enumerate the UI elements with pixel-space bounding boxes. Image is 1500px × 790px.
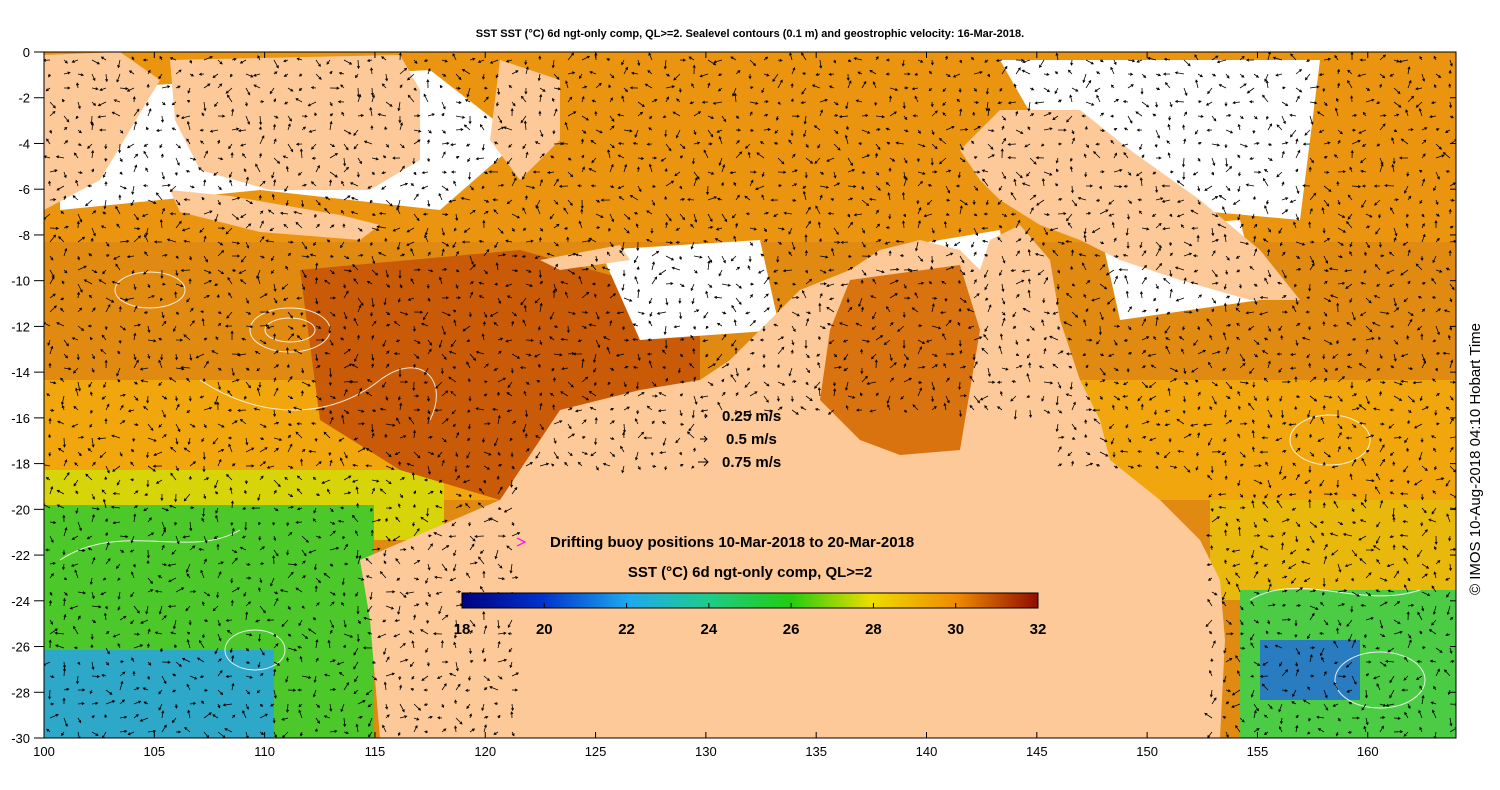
colorbar-tick-label: 22 bbox=[618, 621, 635, 638]
colorbar-tick-label: 20 bbox=[536, 621, 553, 638]
y-tick-label: -14 bbox=[11, 365, 30, 380]
velocity-arrow-large bbox=[698, 457, 709, 467]
x-tick-label: 140 bbox=[916, 744, 938, 759]
velocity-legend-label: 0.75 m/s bbox=[722, 454, 781, 471]
velocity-arrow-small bbox=[704, 413, 708, 419]
x-tick-label: 145 bbox=[1026, 744, 1048, 759]
velocity-arrow-medium bbox=[700, 435, 708, 443]
map-field bbox=[44, 52, 1456, 738]
map-title: SST SST (°C) 6d ngt-only comp, QL>=2. Se… bbox=[475, 28, 1025, 40]
x-tick-label: 120 bbox=[474, 744, 496, 759]
velocity-legend-item: 0.25 m/s bbox=[704, 408, 781, 425]
velocity-arrows bbox=[44, 52, 1456, 738]
colorbar-tick-label: 28 bbox=[865, 621, 882, 638]
plot-frame bbox=[43, 51, 1457, 739]
y-tick-label: -30 bbox=[11, 731, 30, 746]
x-tick-label: 155 bbox=[1247, 744, 1269, 759]
colorbar-tick-label: 18 bbox=[454, 621, 471, 638]
x-tick-label: 130 bbox=[695, 744, 717, 759]
credit-text: © IMOS 10-Aug-2018 04:10 Hobart Time bbox=[1467, 322, 1484, 595]
y-axis: 0 -2 -4 -6 -8 -10 -12 -14 -16 -18 -20 -22 -24 -26 -28 -… bbox=[11, 45, 1456, 746]
y-tick-label: -2 bbox=[18, 91, 30, 106]
x-tick-label: 100 bbox=[33, 744, 55, 759]
y-tick-label: -4 bbox=[18, 136, 30, 151]
colorbar-scale bbox=[461, 592, 1039, 609]
x-axis: 100 105 110 115 120 125 130 135 140 145 150 155 160 bbox=[33, 52, 1379, 759]
buoy-legend-label: Drifting buoy positions 10-Mar-2018 to 2… bbox=[550, 534, 914, 551]
x-tick-label: 125 bbox=[585, 744, 607, 759]
colorbar-title: SST (°C) 6d ngt-only comp, QL>=2 bbox=[628, 564, 872, 581]
y-tick-label: 0 bbox=[23, 45, 30, 60]
buoy-legend: Drifting buoy positions 10-Mar-2018 to 2… bbox=[516, 534, 914, 551]
sealevel-contours bbox=[59, 271, 1426, 709]
y-tick-label: -26 bbox=[11, 640, 30, 655]
y-tick-label: -28 bbox=[11, 685, 30, 700]
y-tick-label: -16 bbox=[11, 411, 30, 426]
colorbar-tick-label: 32 bbox=[1030, 621, 1047, 638]
velocity-legend-label: 0.25 m/s bbox=[722, 408, 781, 425]
x-tick-label: 150 bbox=[1136, 744, 1158, 759]
y-tick-label: -6 bbox=[18, 182, 30, 197]
y-tick-label: -24 bbox=[11, 594, 30, 609]
y-tick-label: -22 bbox=[11, 548, 30, 563]
colorbar-tick-label: 26 bbox=[783, 621, 800, 638]
x-tick-label: 110 bbox=[254, 744, 275, 759]
velocity-legend-item: 0.75 m/s bbox=[698, 454, 781, 471]
colorbar-ticks: 18 20 22 24 26 28 30 32 bbox=[454, 603, 1047, 638]
buoy-marker-icon bbox=[516, 537, 527, 547]
y-tick-label: -18 bbox=[11, 457, 30, 472]
velocity-legend: 0.25 m/s 0.5 m/s 0.75 m/s bbox=[698, 408, 781, 471]
y-tick-label: -10 bbox=[11, 274, 30, 289]
velocity-legend-item: 0.5 m/s bbox=[700, 431, 777, 448]
colorbar-tick-label: 24 bbox=[701, 621, 718, 638]
x-tick-label: 160 bbox=[1357, 744, 1379, 759]
velocity-legend-label: 0.5 m/s bbox=[726, 431, 777, 448]
colorbar: SST (°C) 6d ngt-only comp, QL>=2 18 20 22 2… bbox=[454, 564, 1047, 638]
y-tick-label: -12 bbox=[11, 319, 30, 334]
y-tick-label: -20 bbox=[11, 502, 30, 517]
y-tick-label: -8 bbox=[18, 228, 30, 243]
velocity-arrow-field bbox=[44, 52, 1456, 738]
x-tick-label: 105 bbox=[143, 744, 165, 759]
colorbar-tick-label: 30 bbox=[947, 621, 964, 638]
x-tick-label: 135 bbox=[805, 744, 827, 759]
x-tick-label: 115 bbox=[365, 744, 386, 759]
